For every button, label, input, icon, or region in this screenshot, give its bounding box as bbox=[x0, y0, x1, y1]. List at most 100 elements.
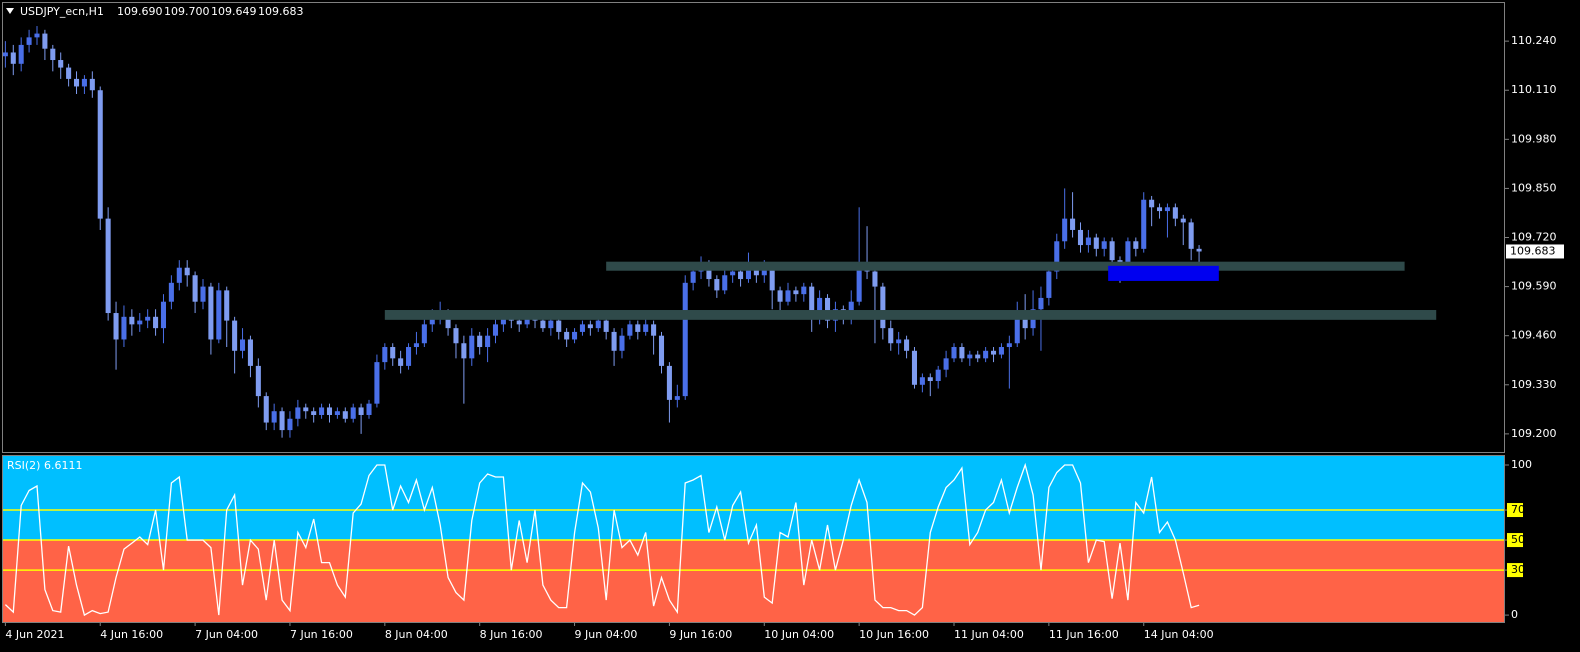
candle-body bbox=[572, 331, 578, 340]
candle-body bbox=[1180, 218, 1186, 223]
price-frame bbox=[2, 2, 1505, 453]
candle-body bbox=[1109, 241, 1115, 261]
candle-body bbox=[247, 339, 253, 366]
candle-body bbox=[769, 267, 775, 291]
candle-body bbox=[137, 320, 143, 325]
candle-body bbox=[224, 290, 230, 321]
candle-body bbox=[311, 411, 317, 415]
candle-body bbox=[817, 297, 823, 314]
candle-body bbox=[911, 350, 918, 385]
candle-body bbox=[896, 339, 902, 344]
y-tick-label: 110.110 bbox=[1511, 83, 1557, 96]
candle-body bbox=[1101, 241, 1107, 249]
candle-body bbox=[1046, 271, 1052, 298]
candle-body bbox=[129, 316, 135, 325]
candle-body bbox=[943, 358, 949, 370]
candle-body bbox=[160, 301, 167, 329]
header-value: 109.700 bbox=[164, 5, 210, 18]
candle-body bbox=[192, 275, 198, 302]
candle-body bbox=[200, 286, 206, 302]
header-value: 109.690 bbox=[117, 5, 163, 18]
candle-body bbox=[714, 279, 720, 291]
candle-body bbox=[319, 407, 325, 415]
candle-body bbox=[548, 320, 554, 329]
candle-body bbox=[682, 282, 688, 397]
y-tick-label: 109.200 bbox=[1511, 427, 1557, 440]
y-tick-label: 110.240 bbox=[1511, 34, 1557, 47]
candle-body bbox=[595, 320, 601, 329]
candle-body bbox=[492, 324, 499, 336]
candle-body bbox=[880, 286, 886, 329]
candle-body bbox=[1133, 241, 1139, 249]
candle-body bbox=[730, 271, 736, 276]
candle-body bbox=[556, 320, 562, 332]
candle-body bbox=[113, 313, 119, 340]
candle-body bbox=[42, 33, 48, 49]
candle-body bbox=[674, 396, 680, 400]
y-tick-label: 50 bbox=[1511, 533, 1525, 546]
candle-body bbox=[287, 418, 293, 431]
level-label-box bbox=[1507, 563, 1523, 578]
symbol-title: USDJPY_ecn,H1 bbox=[20, 5, 104, 18]
candle-body bbox=[1093, 237, 1099, 249]
candle-body bbox=[334, 411, 340, 415]
candle-body bbox=[706, 263, 712, 280]
candle-body bbox=[801, 286, 807, 295]
candle-body bbox=[619, 335, 625, 351]
candle-body bbox=[777, 290, 783, 302]
candle-body bbox=[1157, 207, 1163, 212]
candle-body bbox=[516, 320, 522, 325]
candle-body bbox=[406, 347, 412, 366]
candle-body bbox=[326, 407, 333, 415]
candle-body bbox=[358, 407, 364, 415]
candle-body bbox=[168, 282, 174, 302]
last-price-box bbox=[1506, 244, 1564, 259]
candle-body bbox=[975, 354, 981, 359]
candle-body bbox=[1006, 343, 1012, 348]
candle-body bbox=[643, 324, 649, 332]
candle-body bbox=[627, 324, 633, 336]
x-tick-label: 9 Jun 04:00 bbox=[575, 628, 638, 641]
candle-body bbox=[263, 396, 269, 423]
y-tick-label: 100 bbox=[1511, 458, 1532, 471]
y-tick-label: 109.980 bbox=[1511, 132, 1557, 145]
candle-body bbox=[1014, 313, 1020, 344]
rsi-line bbox=[4, 462, 1200, 617]
candle-body bbox=[398, 358, 404, 366]
x-tick-label: 9 Jun 16:00 bbox=[669, 628, 732, 641]
price-panel bbox=[2, 26, 1437, 438]
candle-body bbox=[809, 286, 815, 314]
x-tick-label: 7 Jun 16:00 bbox=[290, 628, 353, 641]
candle-body bbox=[785, 290, 791, 302]
candle-body bbox=[1022, 313, 1028, 329]
y-tick-label: 109.590 bbox=[1511, 280, 1557, 293]
y-tick-label: 30 bbox=[1511, 563, 1525, 576]
candle-body bbox=[145, 316, 151, 321]
candle-body bbox=[18, 44, 24, 64]
candle-body bbox=[927, 377, 933, 382]
candle-body bbox=[824, 297, 831, 321]
x-tick-label: 11 Jun 16:00 bbox=[1049, 628, 1119, 641]
candle-body bbox=[184, 267, 190, 276]
header-value: 109.649 bbox=[211, 5, 257, 18]
candle-body bbox=[66, 67, 72, 79]
candle-body bbox=[50, 48, 56, 61]
candle-body bbox=[303, 407, 309, 412]
candle-body bbox=[1054, 241, 1060, 272]
candle-body bbox=[1070, 218, 1076, 230]
y-tick-label: 70 bbox=[1511, 503, 1525, 516]
candle-body bbox=[540, 320, 546, 329]
x-tick-label: 4 Jun 2021 bbox=[5, 628, 64, 641]
candle-body bbox=[413, 343, 419, 348]
price-zone bbox=[384, 310, 1437, 320]
candle-body bbox=[793, 290, 799, 295]
candle-body bbox=[1125, 241, 1131, 276]
candle-body bbox=[105, 218, 111, 314]
candle-body bbox=[26, 37, 32, 45]
rsi-lower-fill bbox=[3, 540, 1505, 622]
x-tick-label: 8 Jun 16:00 bbox=[480, 628, 543, 641]
collapse-triangle[interactable] bbox=[6, 8, 14, 14]
candle-body bbox=[651, 324, 657, 336]
candle-body bbox=[1085, 237, 1091, 246]
